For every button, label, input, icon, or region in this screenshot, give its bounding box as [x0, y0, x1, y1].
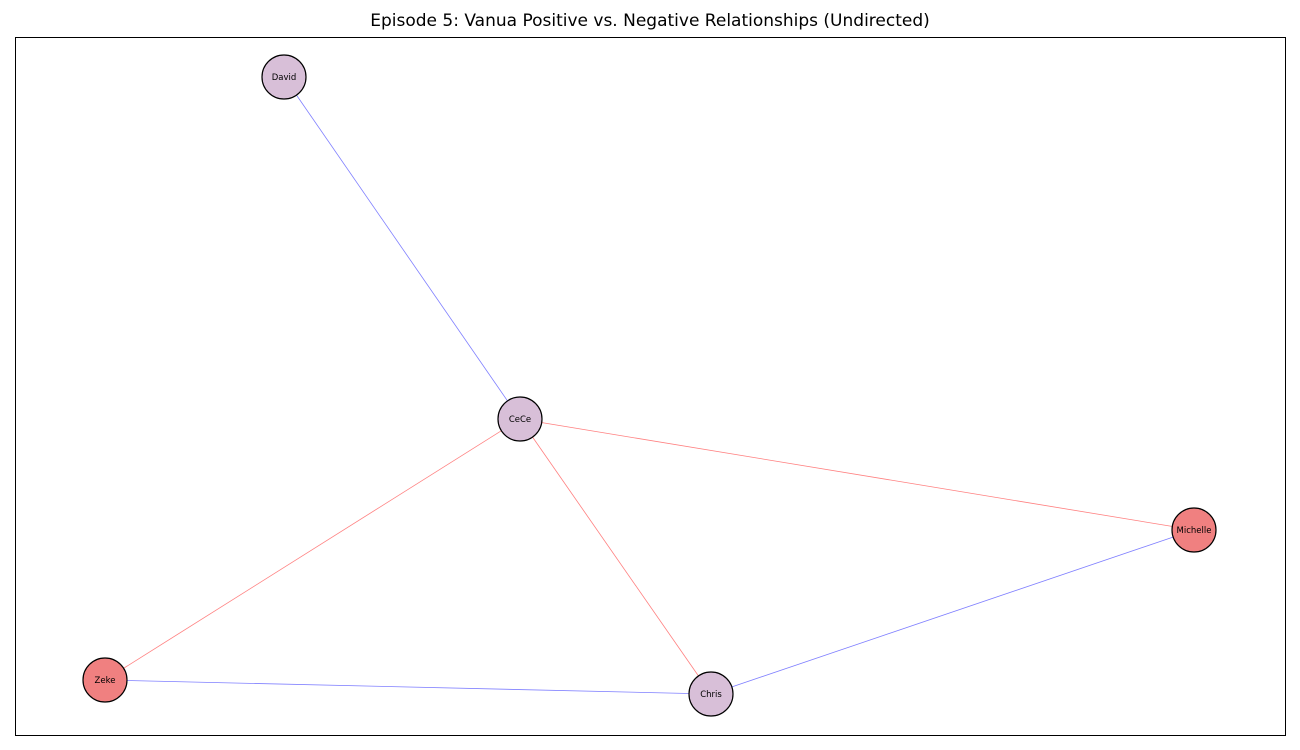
node-label: Zeke [95, 676, 116, 686]
edge-cece-chris [519, 418, 712, 695]
nodes-layer: David CeCe Michelle Zeke Chris [82, 54, 1217, 717]
node-circle [1171, 507, 1217, 553]
node-david: David [261, 54, 307, 100]
edge-david-cece [283, 76, 521, 420]
node-label: David [272, 73, 297, 83]
node-zeke: Zeke [82, 657, 128, 703]
node-michelle: Michelle [1171, 507, 1217, 553]
node-circle [688, 671, 734, 717]
plot-frame [15, 37, 1286, 736]
node-label: Michelle [1177, 526, 1212, 536]
node-label: Chris [700, 690, 722, 700]
edge-zeke-chris [104, 679, 712, 695]
node-circle [497, 396, 543, 442]
chart-title: Episode 5: Vanua Positive vs. Negative R… [370, 11, 930, 31]
node-circle [82, 657, 128, 703]
edge-cece-zeke [104, 418, 521, 681]
node-label: CeCe [509, 415, 531, 425]
edge-chris-michelle [710, 529, 1195, 695]
node-chris: Chris [688, 671, 734, 717]
node-cece: CeCe [497, 396, 543, 442]
node-circle [261, 54, 307, 100]
edges-layer [104, 76, 1195, 695]
edge-cece-michelle [519, 418, 1195, 531]
